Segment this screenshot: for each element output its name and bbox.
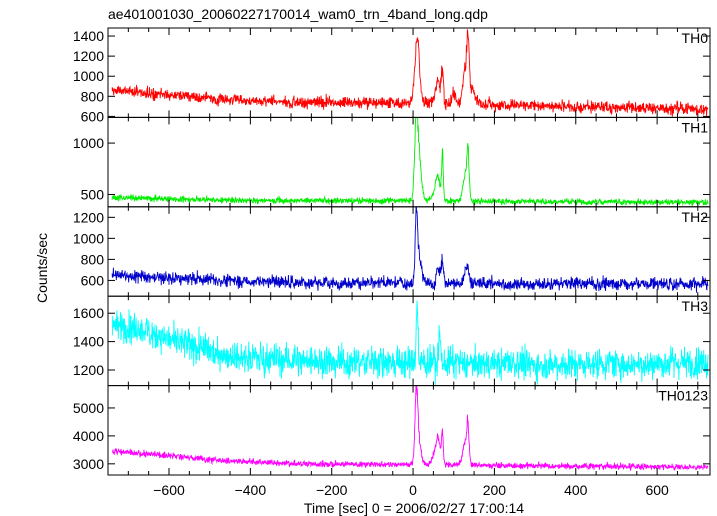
panel-th0: TH0 600 800 1000 1200 1400 <box>73 27 711 124</box>
panel-th3: TH3 1200 1400 1600 <box>73 295 711 387</box>
panel-label: TH0123 <box>658 388 708 404</box>
y-tick-label: 800 <box>81 251 105 267</box>
y-tick-label: 1400 <box>73 334 104 350</box>
panels-group: TH0 600 800 1000 1200 1400 TH1 500 1000 TH2 600 800… <box>73 27 711 476</box>
y-tick-label: 1000 <box>73 230 104 246</box>
y-tick-label: 1400 <box>73 28 104 44</box>
x-tick-label: −200 <box>316 482 348 498</box>
y-tick-label: 1000 <box>73 68 104 84</box>
y-tick-label: 800 <box>81 88 105 104</box>
series-line-th0 <box>111 29 709 117</box>
series-line-th3 <box>111 300 709 386</box>
panel-th2: TH2 600 800 1000 1200 <box>73 206 711 297</box>
panel-frame <box>107 295 711 387</box>
x-tick-label: −600 <box>153 482 185 498</box>
y-tick-label: 500 <box>81 186 105 202</box>
panel-label: TH3 <box>682 298 709 314</box>
panel-th1: TH1 500 1000 <box>73 116 711 208</box>
x-tick-label: 0 <box>409 482 417 498</box>
panel-frame <box>107 385 711 476</box>
x-tick-label: 200 <box>483 482 507 498</box>
y-tick-label: 1200 <box>73 209 104 225</box>
y-tick-label: 1200 <box>73 362 104 378</box>
panel-frame <box>107 116 711 208</box>
y-tick-label: 3000 <box>73 456 104 472</box>
x-axis-label: Time [sec] 0 = 2006/02/27 17:00:14 <box>304 500 524 516</box>
x-tick-label: 600 <box>645 482 669 498</box>
x-tick-labels: −600 −400 −200 0 200 400 600 <box>153 482 669 498</box>
series-line-th2 <box>111 206 709 293</box>
panel-label: TH2 <box>682 209 709 225</box>
panel-label: TH0 <box>682 30 709 46</box>
series-line-th1 <box>111 117 709 207</box>
series-line-th0123 <box>111 385 709 472</box>
chart-title: ae401001030_20060227170014_wam0_trn_4ban… <box>108 6 488 22</box>
y-tick-label: 5000 <box>73 400 104 416</box>
y-tick-label: 4000 <box>73 428 104 444</box>
x-tick-label: 400 <box>564 482 588 498</box>
y-axis-label: Counts/sec <box>34 233 50 303</box>
y-tick-label: 600 <box>81 272 105 288</box>
y-tick-label: 1600 <box>73 305 104 321</box>
x-tick-label: −400 <box>235 482 267 498</box>
panel-label: TH1 <box>682 119 709 135</box>
y-tick-label: 1000 <box>73 135 104 151</box>
y-tick-label: 600 <box>81 108 105 124</box>
y-tick-label: 1200 <box>73 48 104 64</box>
panel-th0123: TH0123 3000 4000 5000 <box>73 385 711 476</box>
